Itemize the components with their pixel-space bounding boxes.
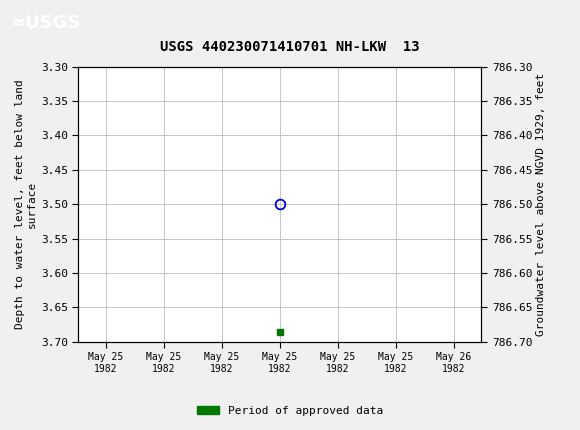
Text: USGS 440230071410701 NH-LKW  13: USGS 440230071410701 NH-LKW 13 <box>160 40 420 54</box>
Legend: Period of approved data: Period of approved data <box>193 401 387 420</box>
Y-axis label: Groundwater level above NGVD 1929, feet: Groundwater level above NGVD 1929, feet <box>536 73 546 336</box>
Y-axis label: Depth to water level, feet below land
surface: Depth to water level, feet below land su… <box>15 80 37 329</box>
Text: ≈USGS: ≈USGS <box>10 14 81 31</box>
